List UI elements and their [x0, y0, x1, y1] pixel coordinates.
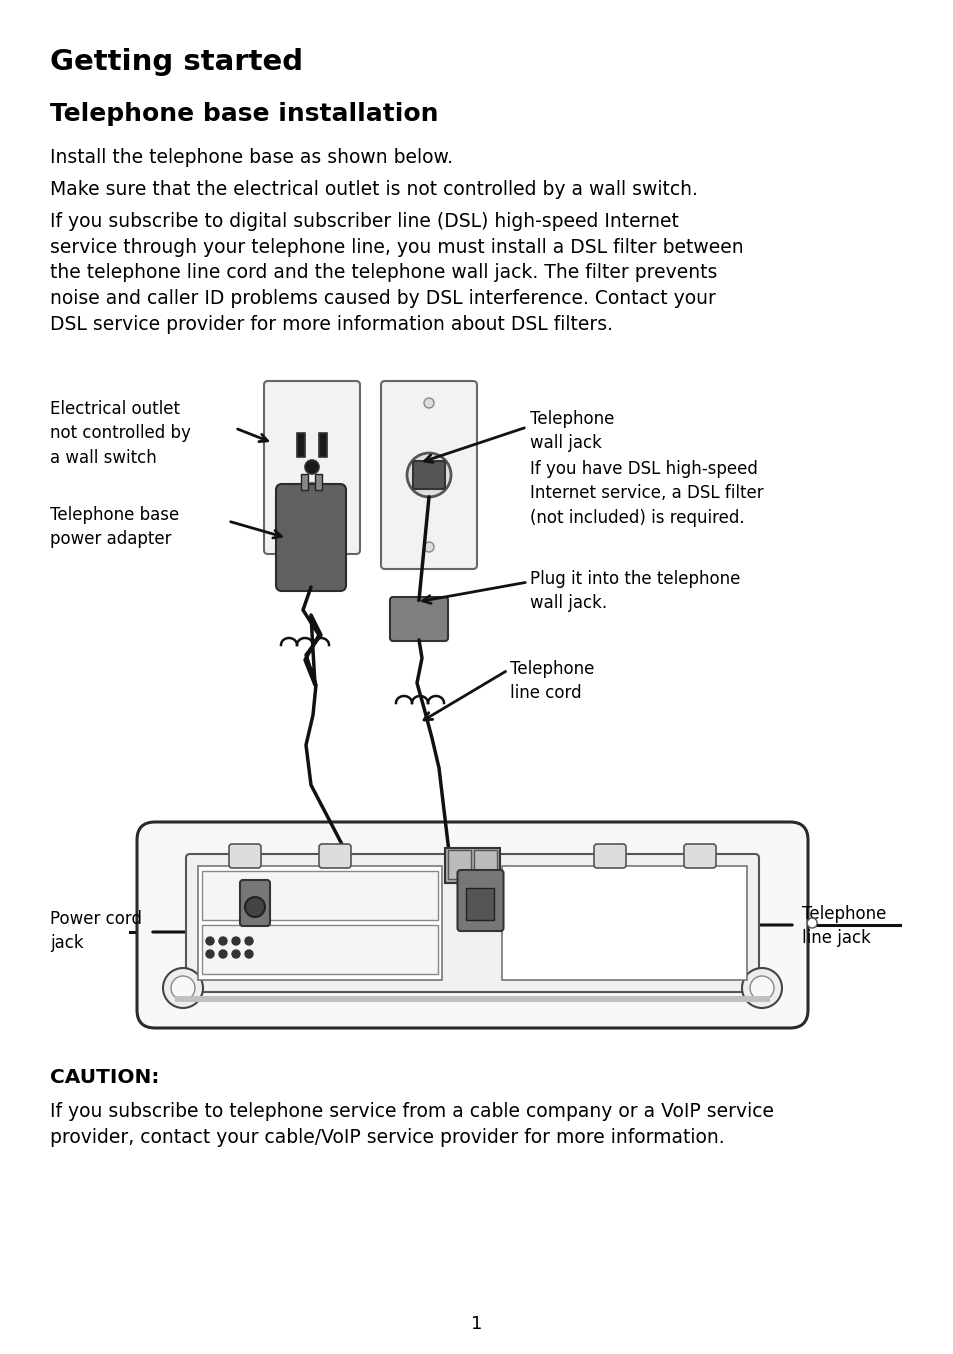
- FancyBboxPatch shape: [413, 460, 444, 489]
- Bar: [444, 848, 499, 883]
- Circle shape: [305, 460, 318, 474]
- Bar: [448, 850, 471, 879]
- Text: Telephone
line cord: Telephone line cord: [510, 659, 594, 703]
- FancyBboxPatch shape: [457, 871, 503, 932]
- Text: Telephone base
power adapter: Telephone base power adapter: [50, 506, 179, 548]
- Text: Telephone
wall jack: Telephone wall jack: [530, 410, 614, 452]
- Circle shape: [232, 937, 240, 945]
- Circle shape: [806, 918, 817, 927]
- Text: 1: 1: [471, 1315, 482, 1332]
- Text: Electrical outlet
not controlled by
a wall switch: Electrical outlet not controlled by a wa…: [50, 399, 191, 467]
- Circle shape: [163, 968, 203, 1007]
- Circle shape: [219, 937, 227, 945]
- Text: Power cord
jack: Power cord jack: [50, 910, 142, 952]
- Text: Plug it into the telephone
wall jack.: Plug it into the telephone wall jack.: [530, 570, 740, 612]
- Text: If you have DSL high-speed
Internet service, a DSL filter
(not included) is requ: If you have DSL high-speed Internet serv…: [530, 460, 762, 527]
- Circle shape: [307, 482, 316, 493]
- Bar: [198, 867, 442, 980]
- Text: If you subscribe to digital subscriber line (DSL) high-speed Internet
service th: If you subscribe to digital subscriber l…: [50, 213, 742, 334]
- FancyBboxPatch shape: [264, 380, 359, 554]
- Bar: [202, 925, 438, 974]
- Bar: [466, 888, 494, 919]
- Text: If you subscribe to telephone service from a cable company or a VoIP service
pro: If you subscribe to telephone service fr…: [50, 1102, 773, 1147]
- Circle shape: [219, 951, 227, 959]
- Bar: [296, 433, 305, 458]
- Bar: [318, 433, 327, 458]
- Circle shape: [245, 896, 265, 917]
- FancyBboxPatch shape: [390, 597, 448, 640]
- Circle shape: [749, 976, 773, 1001]
- Text: Telephone
line jack: Telephone line jack: [801, 904, 885, 948]
- FancyBboxPatch shape: [380, 380, 476, 569]
- Circle shape: [245, 937, 253, 945]
- Text: Getting started: Getting started: [50, 47, 303, 76]
- Bar: [174, 997, 769, 1002]
- Text: Make sure that the electrical outlet is not controlled by a wall switch.: Make sure that the electrical outlet is …: [50, 180, 698, 199]
- Circle shape: [232, 951, 240, 959]
- Bar: [202, 871, 438, 919]
- FancyBboxPatch shape: [229, 844, 261, 868]
- Circle shape: [407, 454, 451, 497]
- Bar: [301, 474, 308, 490]
- Bar: [474, 850, 497, 879]
- FancyBboxPatch shape: [186, 854, 759, 992]
- Circle shape: [206, 951, 213, 959]
- FancyBboxPatch shape: [683, 844, 716, 868]
- Circle shape: [423, 398, 434, 408]
- Text: Telephone base installation: Telephone base installation: [50, 102, 438, 126]
- FancyBboxPatch shape: [275, 483, 346, 590]
- Bar: [314, 474, 322, 490]
- Circle shape: [741, 968, 781, 1007]
- Circle shape: [171, 976, 194, 1001]
- Text: Install the telephone base as shown below.: Install the telephone base as shown belo…: [50, 148, 453, 167]
- Text: CAUTION:: CAUTION:: [50, 1068, 159, 1087]
- FancyBboxPatch shape: [240, 880, 270, 926]
- FancyBboxPatch shape: [137, 822, 807, 1028]
- Circle shape: [423, 542, 434, 552]
- Bar: [502, 867, 746, 980]
- Circle shape: [206, 937, 213, 945]
- FancyBboxPatch shape: [594, 844, 625, 868]
- FancyBboxPatch shape: [318, 844, 351, 868]
- Circle shape: [245, 951, 253, 959]
